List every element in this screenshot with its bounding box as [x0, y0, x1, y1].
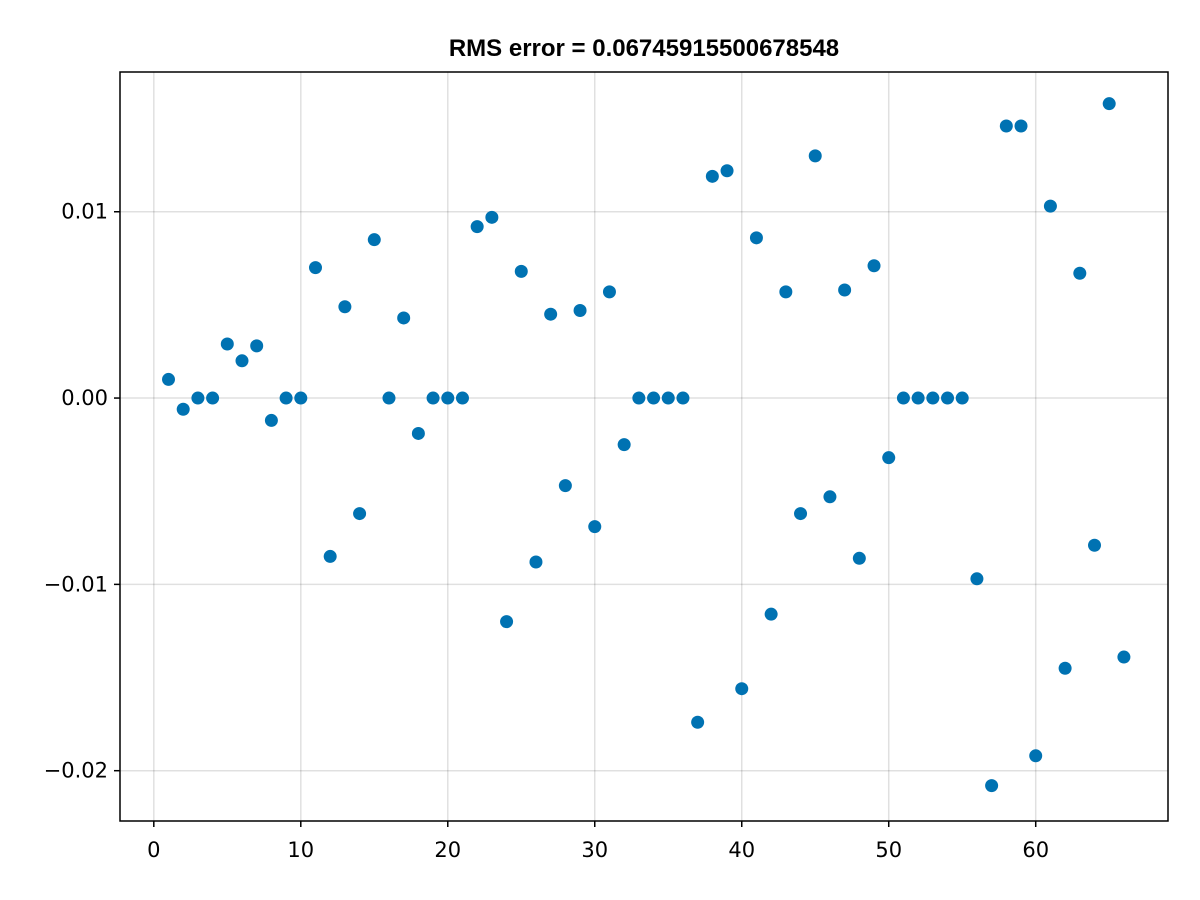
x-tick-label: 50: [875, 838, 902, 862]
data-point: [911, 391, 925, 405]
data-point: [705, 169, 719, 183]
data-point: [720, 164, 734, 178]
data-points: [162, 97, 1131, 793]
x-tick-label: 10: [287, 838, 314, 862]
x-tick-label: 40: [728, 838, 755, 862]
x-tick-label: 0: [147, 838, 160, 862]
data-point: [353, 507, 367, 521]
data-point: [852, 551, 866, 565]
data-point: [500, 615, 514, 629]
data-point: [1117, 650, 1131, 664]
data-point: [1088, 538, 1102, 552]
data-point: [279, 391, 293, 405]
data-point: [632, 391, 646, 405]
data-point: [206, 391, 220, 405]
data-point: [764, 607, 778, 621]
y-tick-label: 0.01: [61, 200, 108, 224]
data-point: [823, 490, 837, 504]
data-point: [1014, 119, 1028, 133]
data-point: [455, 391, 469, 405]
y-tick-label: 0.00: [61, 386, 108, 410]
data-point: [367, 233, 381, 247]
data-point: [544, 307, 558, 321]
data-point: [617, 438, 631, 452]
data-point: [749, 231, 763, 245]
x-tick-label: 30: [581, 838, 608, 862]
data-point: [1058, 661, 1072, 675]
data-point: [514, 264, 528, 278]
data-point: [779, 285, 793, 299]
data-point: [676, 391, 690, 405]
data-point: [691, 715, 705, 729]
data-point: [941, 391, 955, 405]
data-point: [588, 520, 602, 534]
data-point: [338, 300, 352, 314]
data-point: [1029, 749, 1043, 763]
data-point: [999, 119, 1013, 133]
data-point: [235, 354, 249, 368]
x-tick-label: 60: [1022, 838, 1049, 862]
data-point: [382, 391, 396, 405]
y-tick-label: −0.01: [44, 572, 108, 596]
data-point: [250, 339, 264, 353]
data-point: [308, 261, 322, 275]
data-point: [926, 391, 940, 405]
data-point: [647, 391, 661, 405]
data-point: [808, 149, 822, 163]
data-point: [602, 285, 616, 299]
data-point: [411, 426, 425, 440]
data-point: [426, 391, 440, 405]
data-point: [955, 391, 969, 405]
data-point: [162, 372, 176, 386]
data-point: [867, 259, 881, 273]
data-point: [441, 391, 455, 405]
data-point: [397, 311, 411, 325]
data-point: [970, 572, 984, 586]
grid-lines: [120, 72, 1168, 821]
data-point: [735, 682, 749, 696]
data-point: [985, 779, 999, 793]
data-point: [661, 391, 675, 405]
data-point: [838, 283, 852, 297]
data-point: [264, 413, 278, 427]
data-point: [558, 479, 572, 493]
data-point: [1073, 266, 1087, 280]
data-point: [323, 549, 337, 563]
x-tick-label: 20: [434, 838, 461, 862]
data-point: [176, 402, 190, 416]
chart-title: RMS error = 0.06745915500678548: [449, 35, 839, 62]
plot-frame: [119, 71, 1169, 822]
data-point: [1102, 97, 1116, 111]
data-point: [294, 391, 308, 405]
data-point: [485, 210, 499, 224]
data-point: [896, 391, 910, 405]
data-point: [191, 391, 205, 405]
data-point: [470, 220, 484, 234]
data-point: [220, 337, 234, 351]
data-point: [529, 555, 543, 569]
y-tick-label: −0.02: [44, 759, 108, 783]
data-point: [794, 507, 808, 521]
axis-ticks: 0 10 20 30 40 50 60 −0.02 −0.01 0.00 0.01: [44, 200, 1049, 862]
data-point: [573, 303, 587, 317]
data-point: [1043, 199, 1057, 213]
data-point: [882, 451, 896, 465]
